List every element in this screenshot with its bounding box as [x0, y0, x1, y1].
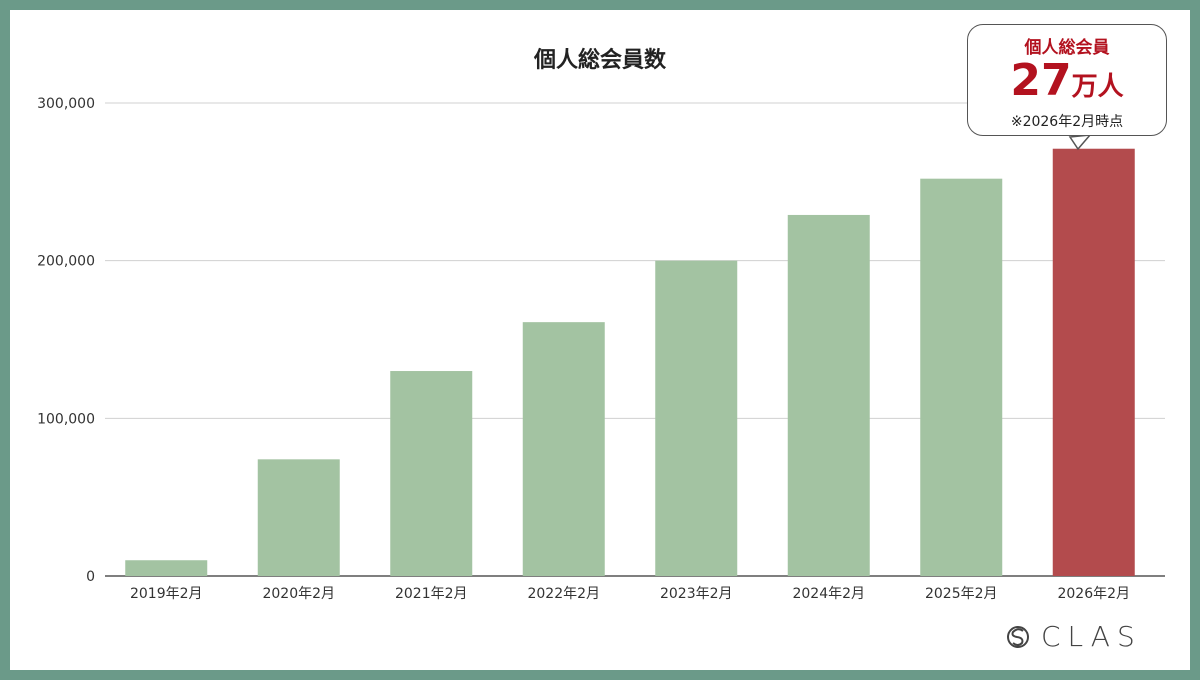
bar-2021年2月: [390, 371, 473, 576]
bar-2026年2月: [1052, 148, 1135, 576]
x-tick-label: 2022年2月: [527, 586, 600, 602]
x-tick-label: 2021年2月: [395, 586, 468, 602]
callout-box: 個人総会員 27万人 ※2026年2月時点: [967, 24, 1167, 136]
y-tick-label: 300,000: [37, 96, 95, 112]
bar-2020年2月: [257, 459, 340, 576]
bar-2024年2月: [787, 214, 870, 576]
callout-pointer: [1068, 134, 1092, 151]
y-tick-label: 200,000: [37, 254, 95, 270]
x-tick-label: 2026年2月: [1057, 586, 1130, 602]
bar-2025年2月: [920, 178, 1003, 576]
bar-2022年2月: [522, 322, 605, 576]
callout-note: ※2026年2月時点: [1010, 114, 1124, 130]
y-tick-label: 0: [86, 569, 95, 585]
callout-number: 27: [1010, 55, 1072, 106]
x-tick-label: 2020年2月: [262, 586, 335, 602]
bar-2019年2月: [125, 560, 208, 576]
x-tick-label: 2019年2月: [130, 586, 203, 602]
x-tick-label: 2023年2月: [660, 586, 733, 602]
logo-text: CLAS: [1041, 620, 1142, 653]
x-tick-label: 2025年2月: [925, 586, 998, 602]
chart-title: 個人総会員数: [533, 47, 667, 73]
callout-unit: 万人: [1071, 72, 1124, 102]
clas-logo-icon: [1007, 625, 1029, 648]
clas-logo: CLAS: [1005, 620, 1142, 653]
x-tick-label: 2024年2月: [792, 586, 865, 602]
bar-2023年2月: [655, 260, 738, 576]
y-tick-label: 100,000: [37, 411, 95, 427]
callout-title: 個人総会員: [1024, 38, 1110, 58]
